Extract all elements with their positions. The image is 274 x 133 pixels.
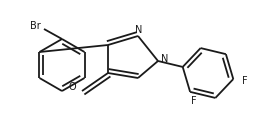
Text: F: F xyxy=(242,76,248,86)
Text: Br: Br xyxy=(30,21,40,31)
Text: N: N xyxy=(135,25,143,35)
Text: F: F xyxy=(191,96,196,106)
Text: N: N xyxy=(161,54,169,64)
Text: O: O xyxy=(68,82,76,92)
